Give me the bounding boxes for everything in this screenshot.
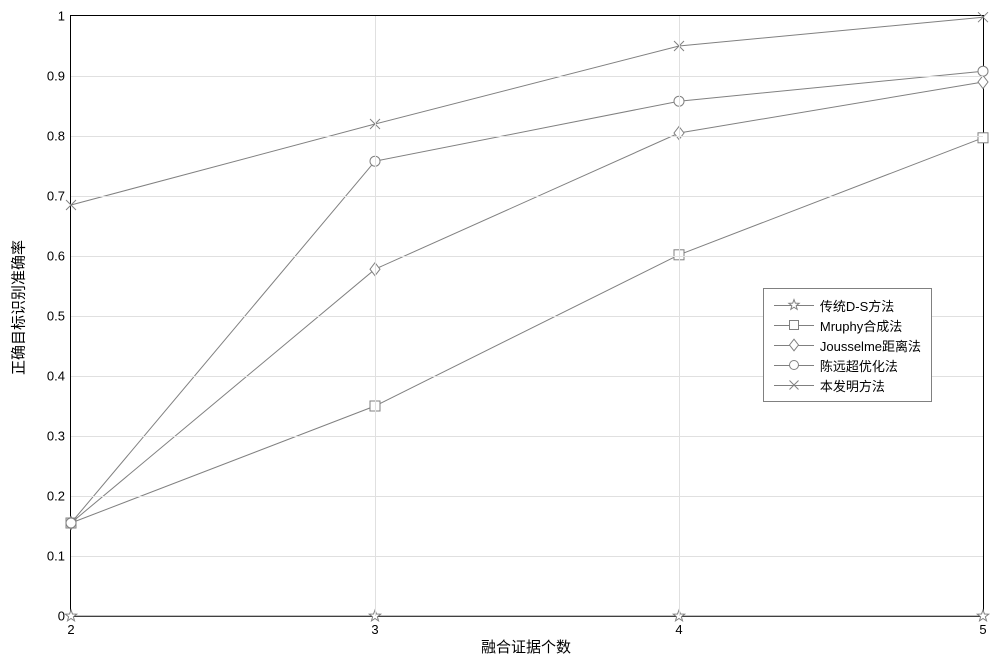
legend-label: 陈远超优化法 xyxy=(820,356,898,375)
x-tick-label: 5 xyxy=(979,622,986,637)
series-marker xyxy=(65,610,76,621)
legend-row: Mruphy合成法 xyxy=(774,315,921,335)
series-marker xyxy=(66,518,76,528)
y-tick-label: 0.9 xyxy=(47,69,65,84)
legend-label: 传统D-S方法 xyxy=(820,296,894,315)
x-tick-label: 4 xyxy=(675,622,682,637)
series-marker xyxy=(977,610,988,621)
y-axis-label: 正确目标识别准确率 xyxy=(8,240,29,375)
x-tick-label: 3 xyxy=(371,622,378,637)
x-axis-label: 融合证据个数 xyxy=(481,636,571,657)
y-tick-label: 0.6 xyxy=(47,249,65,264)
legend-row: Jousselme距离法 xyxy=(774,335,921,355)
series-marker xyxy=(978,133,988,143)
y-tick-label: 0 xyxy=(58,609,65,624)
x-tick-label: 2 xyxy=(67,622,74,637)
series-marker xyxy=(978,76,988,89)
y-tick-label: 0.7 xyxy=(47,189,65,204)
legend: 传统D-S方法Mruphy合成法Jousselme距离法陈远超优化法本发明方法 xyxy=(763,288,932,402)
legend-label: Mruphy合成法 xyxy=(820,316,902,335)
y-tick-label: 0.1 xyxy=(47,549,65,564)
y-tick-label: 0.2 xyxy=(47,489,65,504)
series-marker xyxy=(66,200,76,210)
legend-row: 陈远超优化法 xyxy=(774,355,921,375)
legend-row: 传统D-S方法 xyxy=(774,295,921,315)
y-tick-label: 0.3 xyxy=(47,429,65,444)
y-tick-label: 0.5 xyxy=(47,309,65,324)
chart-container: 0 0.1 0.2 0.3 0.4 0.5 0.6 0.7 0.8 0.9 1 2 3 4 5 融合证据个数… xyxy=(0,0,1000,665)
y-tick-label: 1 xyxy=(58,9,65,24)
legend-label: Jousselme距离法 xyxy=(820,336,921,355)
y-tick-label: 0.8 xyxy=(47,129,65,144)
legend-label: 本发明方法 xyxy=(820,376,885,395)
legend-row: 本发明方法 xyxy=(774,375,921,395)
series-line xyxy=(71,17,983,205)
y-tick-label: 0.4 xyxy=(47,369,65,384)
series-marker xyxy=(978,66,988,76)
